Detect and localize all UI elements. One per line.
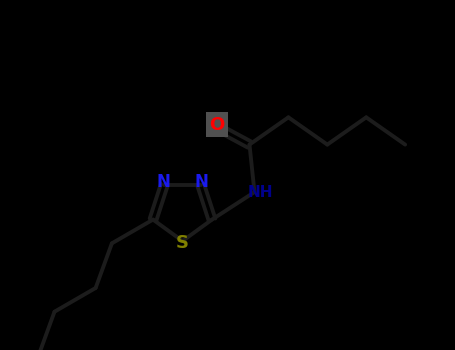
Text: N: N (157, 173, 170, 191)
Text: N: N (195, 173, 209, 191)
Text: O: O (209, 116, 225, 134)
Text: S: S (176, 234, 189, 252)
Text: NH: NH (248, 184, 273, 200)
